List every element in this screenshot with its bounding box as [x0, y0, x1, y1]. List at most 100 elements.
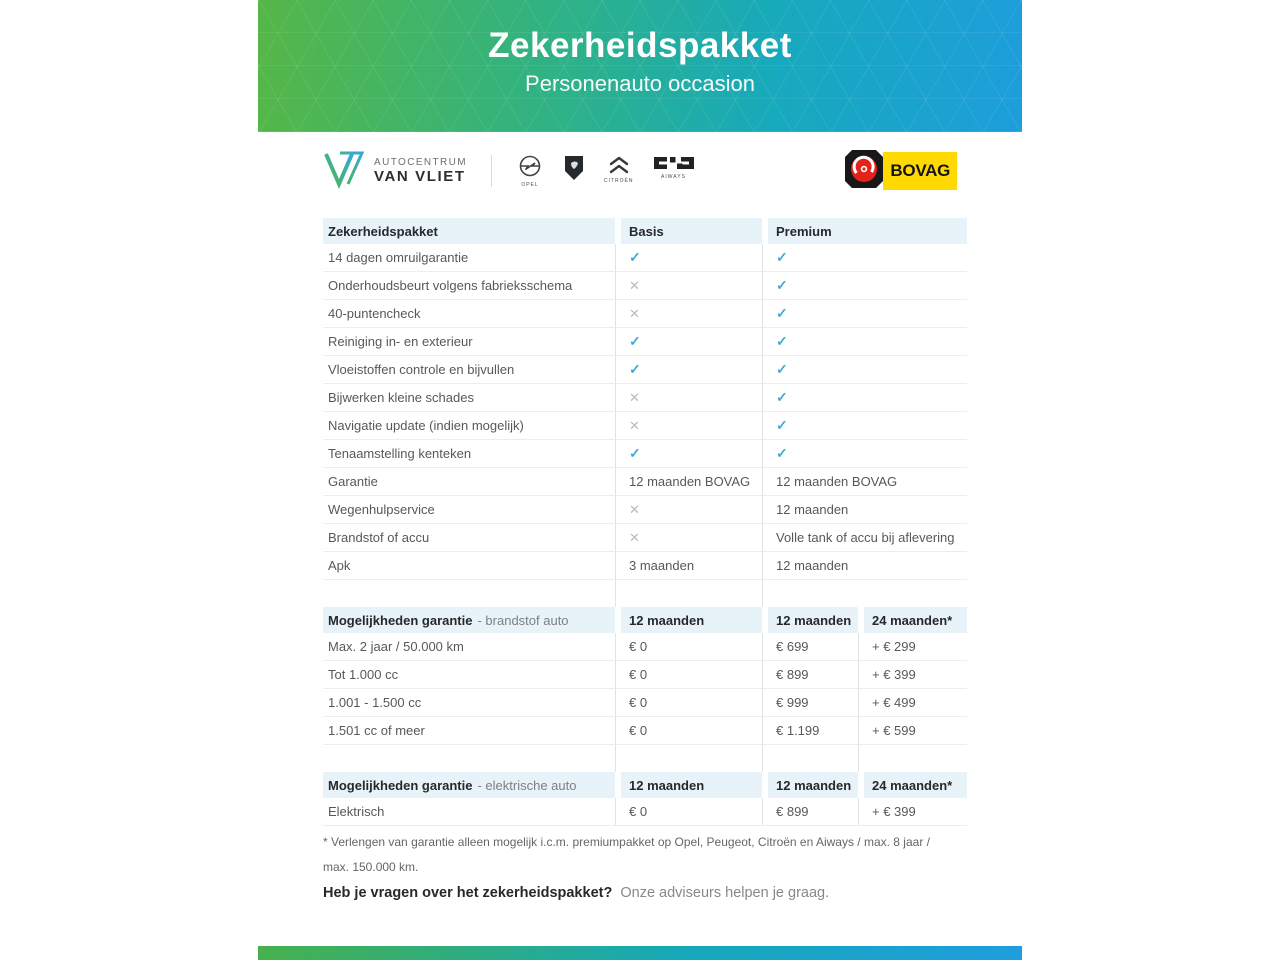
price-cell: € 0 [615, 633, 762, 660]
package-header-title: Zekerheidspakket [323, 218, 615, 244]
row-label: Tot 1.000 cc [328, 667, 399, 682]
row-label: Wegenhulpservice [328, 502, 435, 517]
table-row: Garantie 12 maanden BOVAG 12 maanden BOV… [323, 468, 967, 496]
basis-cell: ✕ [615, 384, 762, 411]
table-row: 1.501 cc of meer € 0 € 1.199 + € 599 [323, 717, 967, 745]
footnote: * Verlengen van garantie alleen mogelijk… [323, 835, 930, 874]
fuel-header-col1: 12 maanden [615, 607, 762, 633]
dealer-logo: AUTOCENTRUM VAN VLIET [323, 149, 467, 194]
premium-cell: ✓ [762, 300, 967, 327]
row-label: 1.001 - 1.500 cc [328, 695, 422, 710]
basis-cell: ✓ [615, 356, 762, 383]
aiways-logo-icon: AIWAYS [653, 155, 695, 180]
electric-table-header: Mogelijkheden garantie - elektrische aut… [323, 772, 967, 798]
package-header-premium: Premium [762, 218, 967, 244]
electric-header-col2: 12 maanden [762, 772, 858, 798]
table-row: 14 dagen omruilgarantie ✓ ✓ [323, 244, 967, 272]
table-row: Reiniging in- en exterieur ✓ ✓ [323, 328, 967, 356]
page-title: Zekerheidspakket [488, 26, 792, 65]
aiways-caption: AIWAYS [661, 173, 686, 180]
opel-caption: OPEL [521, 181, 539, 188]
row-label: Elektrisch [328, 804, 385, 819]
row-label: Max. 2 jaar / 50.000 km [328, 639, 464, 654]
table-row: Bijwerken kleine schades ✕ ✓ [323, 384, 967, 412]
basis-cell: 12 maanden BOVAG [615, 468, 762, 495]
row-label: Reiniging in- en exterieur [328, 334, 473, 349]
basis-cell: ✓ [615, 328, 762, 355]
row-label: Apk [328, 558, 351, 573]
page-subtitle: Personenauto occasion [525, 71, 755, 96]
question-bold: Heb je vragen over het zekerheidspakket? [323, 885, 613, 901]
row-label: 14 dagen omruilgarantie [328, 250, 469, 265]
table-row: 1.001 - 1.500 cc € 0 € 999 + € 499 [323, 689, 967, 717]
bovag-logo: BOVAG [845, 149, 957, 193]
table-row: Tenaamstelling kenteken ✓ ✓ [323, 440, 967, 468]
price-cell: + € 599 [858, 717, 967, 744]
basis-cell: ✓ [615, 440, 762, 467]
v7-logo-icon [323, 149, 365, 194]
price-cell: € 1.199 [762, 717, 858, 744]
peugeot-logo-icon [563, 155, 585, 182]
table-row: Brandstof of accu ✕ Volle tank of accu b… [323, 524, 967, 552]
price-cell: + € 399 [858, 661, 967, 688]
table-row: Navigatie update (indien mogelijk) ✕ ✓ [323, 412, 967, 440]
package-header-basis: Basis [615, 218, 762, 244]
price-cell: € 899 [762, 661, 858, 688]
fuel-header-col2: 12 maanden [762, 607, 858, 633]
row-label: Onderhoudsbeurt volgens fabrieksschema [328, 278, 573, 293]
basis-cell: 3 maanden [615, 552, 762, 579]
bovag-icon [845, 149, 884, 193]
price-cell: € 0 [615, 717, 762, 744]
fuel-header-col3: 24 maanden* [858, 607, 967, 633]
price-cell: € 999 [762, 689, 858, 716]
row-label: 1.501 cc of meer [328, 723, 425, 738]
price-cell: € 0 [615, 689, 762, 716]
premium-cell: 12 maanden [762, 552, 967, 579]
premium-cell: ✓ [762, 356, 967, 383]
row-label: Garantie [328, 474, 378, 489]
price-cell: € 699 [762, 633, 858, 660]
citroen-caption: CITROËN [604, 177, 634, 184]
dealer-name-bottom: VAN VLIET [374, 168, 466, 185]
row-label: Brandstof of accu [328, 530, 430, 545]
price-cell: + € 399 [858, 798, 967, 825]
brand-logos: OPEL CITROËN [516, 155, 695, 188]
electric-header-title: Mogelijkheden garantie - elektrische aut… [323, 772, 615, 798]
header-banner: Zekerheidspakket Personenauto occasion [258, 0, 1022, 132]
table-row: 40-puntencheck ✕ ✓ [323, 300, 967, 328]
basis-cell: ✕ [615, 272, 762, 299]
bovag-label: BOVAG [883, 152, 957, 190]
premium-cell: 12 maanden BOVAG [762, 468, 967, 495]
table-row: Apk 3 maanden 12 maanden [323, 552, 967, 580]
package-table-header: Zekerheidspakket Basis Premium [323, 218, 967, 244]
table-gap [323, 745, 967, 772]
price-cell: + € 299 [858, 633, 967, 660]
basis-cell: ✕ [615, 496, 762, 523]
table-row: Wegenhulpservice ✕ 12 maanden [323, 496, 967, 524]
row-label: Tenaamstelling kenteken [328, 446, 472, 461]
citroen-logo-icon: CITROËN [604, 155, 634, 184]
premium-cell: ✓ [762, 328, 967, 355]
basis-cell: ✕ [615, 524, 762, 551]
premium-cell: ✓ [762, 244, 967, 271]
price-cell: € 0 [615, 661, 762, 688]
table-row: Onderhoudsbeurt volgens fabrieksschema ✕… [323, 272, 967, 300]
bottom-gradient-bar [258, 946, 1022, 960]
table-row: Tot 1.000 cc € 0 € 899 + € 399 [323, 661, 967, 689]
price-cell: + € 499 [858, 689, 967, 716]
premium-cell: Volle tank of accu bij aflevering [762, 524, 967, 551]
fuel-header-title: Mogelijkheden garantie - brandstof auto [323, 607, 615, 633]
price-cell: € 0 [615, 798, 762, 825]
question-line: Heb je vragen over het zekerheidspakket?… [323, 885, 829, 901]
premium-cell: 12 maanden [762, 496, 967, 523]
table-row: Vloeistoffen controle en bijvullen ✓ ✓ [323, 356, 967, 384]
fuel-table-header: Mogelijkheden garantie - brandstof auto … [323, 607, 967, 633]
divider [491, 155, 492, 187]
premium-cell: ✓ [762, 384, 967, 411]
basis-cell: ✕ [615, 300, 762, 327]
premium-cell: ✓ [762, 412, 967, 439]
electric-header-col3: 24 maanden* [858, 772, 967, 798]
price-cell: € 899 [762, 798, 858, 825]
basis-cell: ✕ [615, 412, 762, 439]
